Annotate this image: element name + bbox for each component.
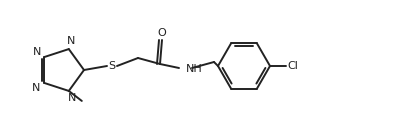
Text: NH: NH [186,64,203,74]
Text: Cl: Cl [288,61,298,71]
Text: S: S [108,61,115,71]
Text: N: N [33,47,42,57]
Text: O: O [158,28,166,38]
Text: N: N [67,36,76,46]
Text: N: N [32,83,41,93]
Text: N: N [68,93,76,103]
